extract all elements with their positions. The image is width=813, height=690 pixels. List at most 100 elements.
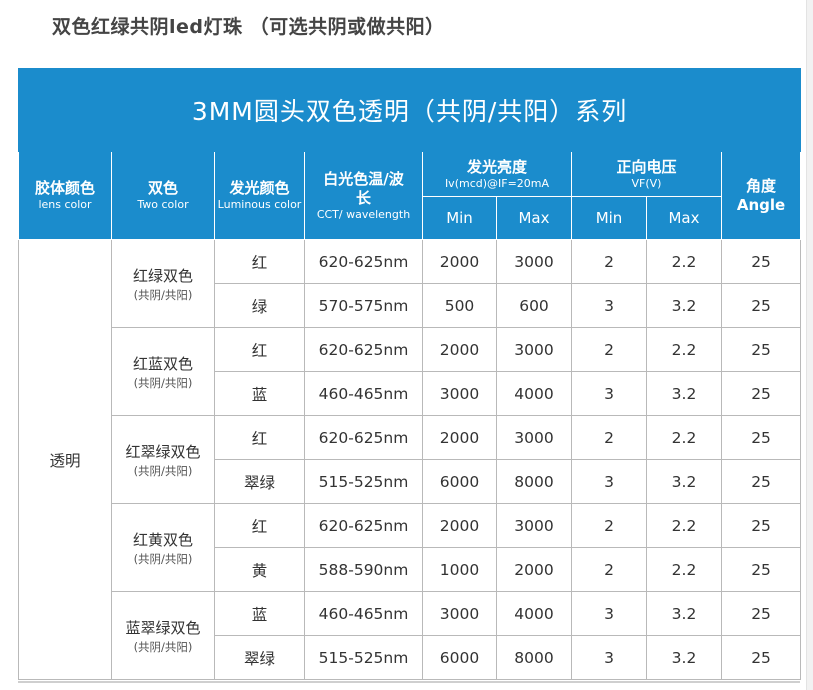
- iv-max-cell: 3000: [496, 415, 572, 460]
- header-two-color: 双色 Two color: [111, 151, 215, 240]
- luminous-color-cell: 红: [214, 503, 305, 548]
- combo-sub: (共阴/共阳): [133, 463, 193, 478]
- wavelength-cell: 515-525nm: [304, 635, 423, 680]
- luminous-color-cell: 蓝: [214, 371, 305, 416]
- iv-max-cell: 2000: [496, 547, 572, 592]
- iv-max-cell: 3000: [496, 503, 572, 548]
- iv-max-cell: 3000: [496, 327, 572, 372]
- combo-sub: (共阴/共阳): [133, 551, 193, 566]
- vf-max-cell: 3.2: [646, 591, 722, 636]
- header-voltage-cn: 正向电压: [616, 157, 677, 176]
- header-voltage-en: VF(V): [631, 176, 662, 190]
- table-row: 绿 570-575nm 500 600 3 3.2 25: [19, 283, 802, 328]
- iv-min-cell: 2000: [422, 503, 497, 548]
- wavelength-cell: 460-465nm: [304, 371, 423, 416]
- header-lens-color-en: lens color: [38, 198, 92, 211]
- header-luminous-color-en: Luminous color: [217, 198, 302, 211]
- wavelength-cell: 620-625nm: [304, 327, 423, 372]
- table-row: 红翠绿双色 (共阴/共阳) 红 620-625nm 2000 3000 2 2.2 25: [19, 415, 802, 504]
- table-row: 透明 红绿双色 (共阴/共阳) 红 620-625nm 2000 3000 2 2.2 25: [18, 239, 802, 680]
- spec-table: 3MM圆头双色透明（共阴/共阳）系列 胶体颜色 lens color 双色 Tw…: [17, 68, 802, 680]
- angle-cell: 25: [720, 283, 802, 328]
- iv-min-cell: 500: [422, 283, 497, 328]
- header-brightness: 发光亮度 Iv(mcd)@IF=20mA: [422, 151, 572, 197]
- header-cct-cn: 白光色温/波长: [323, 169, 404, 207]
- combo-sub: (共阴/共阳): [133, 375, 193, 390]
- angle-cell: 25: [720, 547, 802, 592]
- header-voltage: 正向电压 VF(V): [571, 151, 722, 197]
- vf-min-cell: 2: [571, 239, 647, 284]
- vf-min-cell: 2: [571, 503, 647, 548]
- wavelength-cell: 570-575nm: [304, 283, 423, 328]
- luminous-color-cell: 红: [214, 327, 305, 372]
- two-color-cell: 红蓝双色 (共阴/共阳): [111, 327, 215, 416]
- luminous-color-cell: 翠绿: [214, 635, 305, 680]
- header-angle: 角度 Angle: [720, 151, 802, 240]
- wavelength-cell: 620-625nm: [304, 415, 423, 460]
- scrollbar-track[interactable]: [806, 0, 813, 690]
- combo-sub: (共阴/共阳): [133, 639, 193, 654]
- header-angle-cn: 角度: [746, 176, 777, 195]
- iv-max-cell: 4000: [496, 371, 572, 416]
- angle-cell: 25: [720, 371, 802, 416]
- iv-min-cell: 2000: [422, 415, 497, 460]
- vf-min-cell: 3: [571, 591, 647, 636]
- vf-max-cell: 2.2: [646, 415, 722, 460]
- wavelength-cell: 515-525nm: [304, 459, 423, 504]
- table-row: 蓝翠绿双色 (共阴/共阳) 蓝 460-465nm 3000 4000 3 3.2 25: [19, 591, 802, 680]
- iv-max-cell: 8000: [496, 635, 572, 680]
- two-color-cell: 蓝翠绿双色 (共阴/共阳): [111, 591, 215, 680]
- iv-max-cell: 8000: [496, 459, 572, 504]
- vf-max-cell: 2.2: [646, 239, 722, 284]
- combo-sub: (共阴/共阳): [133, 287, 193, 302]
- header-brightness-en: Iv(mcd)@IF=20mA: [444, 176, 550, 190]
- luminous-color-cell: 黄: [214, 547, 305, 592]
- angle-cell: 25: [720, 239, 802, 284]
- iv-min-cell: 2000: [422, 239, 497, 284]
- header-luminous-color: 发光颜色 Luminous color: [214, 151, 305, 240]
- vf-max-cell: 2.2: [646, 503, 722, 548]
- combo-name: 红翠绿双色: [125, 442, 201, 461]
- vf-max-cell: 2.2: [646, 327, 722, 372]
- vf-min-cell: 2: [571, 547, 647, 592]
- vf-max-cell: 3.2: [646, 371, 722, 416]
- wavelength-cell: 588-590nm: [304, 547, 423, 592]
- wavelength-cell: 460-465nm: [304, 591, 423, 636]
- two-color-cell: 红黄双色 (共阴/共阳): [111, 503, 215, 592]
- combo-name: 红绿双色: [132, 266, 193, 285]
- wavelength-cell: 620-625nm: [304, 239, 423, 284]
- angle-cell: 25: [720, 503, 802, 548]
- header-two-color-cn: 双色: [147, 179, 178, 197]
- luminous-color-cell: 红: [214, 415, 305, 460]
- iv-max-cell: 600: [496, 283, 572, 328]
- iv-min-cell: 3000: [422, 591, 497, 636]
- lens-color-cell: 透明: [18, 239, 112, 680]
- vf-max-cell: 3.2: [646, 283, 722, 328]
- angle-cell: 25: [720, 327, 802, 372]
- vf-max-cell: 3.2: [646, 459, 722, 504]
- header-lens-color-cn: 胶体颜色: [34, 179, 95, 197]
- iv-min-cell: 1000: [422, 547, 497, 592]
- angle-cell: 25: [720, 591, 802, 636]
- vf-min-cell: 3: [571, 283, 647, 328]
- angle-cell: 25: [720, 459, 802, 504]
- luminous-color-cell: 蓝: [214, 591, 305, 636]
- luminous-color-cell: 翠绿: [214, 459, 305, 504]
- two-color-cell: 红绿双色 (共阴/共阳): [111, 239, 215, 328]
- header-vf-min: Min: [571, 196, 647, 240]
- luminous-color-cell: 红: [214, 239, 305, 284]
- iv-min-cell: 6000: [422, 635, 497, 680]
- table-title: 3MM圆头双色透明（共阴/共阳）系列: [17, 68, 802, 152]
- vf-min-cell: 3: [571, 371, 647, 416]
- wavelength-cell: 620-625nm: [304, 503, 423, 548]
- header-luminous-color-cn: 发光颜色: [229, 179, 290, 197]
- header-iv-max: Max: [496, 196, 572, 240]
- table-row: 黄 588-590nm 1000 2000 2 2.2 25: [19, 547, 802, 592]
- header-angle-en: Angle: [736, 195, 786, 214]
- table-row: 翠绿 515-525nm 6000 8000 3 3.2 25: [19, 635, 802, 680]
- combo-name: 红蓝双色: [132, 354, 193, 373]
- luminous-color-cell: 绿: [214, 283, 305, 328]
- two-color-cell: 红翠绿双色 (共阴/共阳): [111, 415, 215, 504]
- vf-max-cell: 2.2: [646, 547, 722, 592]
- vf-min-cell: 2: [571, 327, 647, 372]
